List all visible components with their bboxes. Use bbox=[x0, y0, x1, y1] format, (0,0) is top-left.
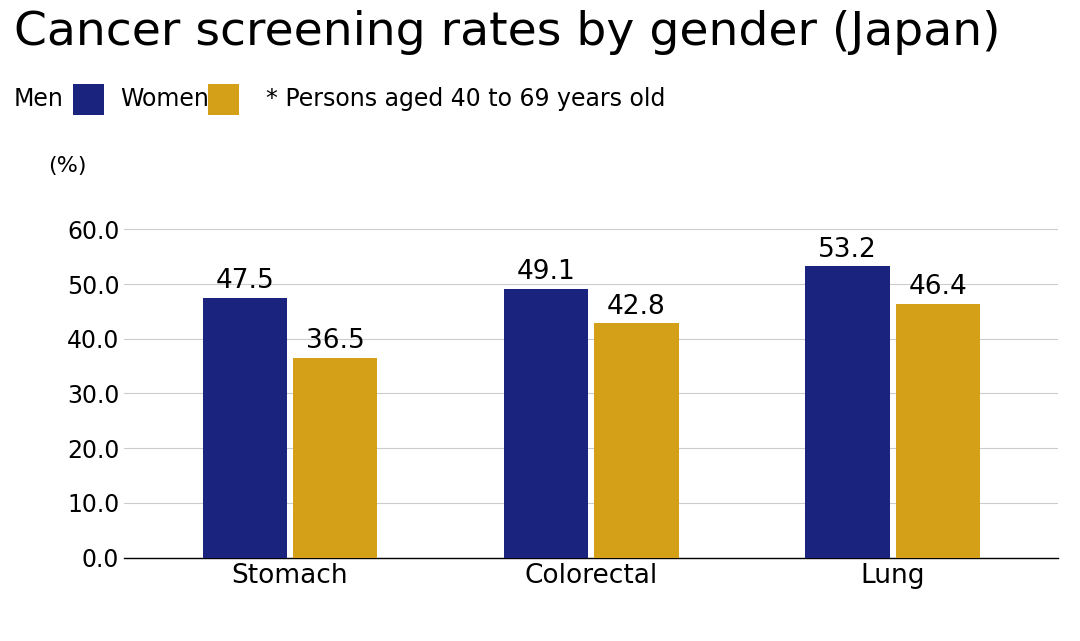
Text: 36.5: 36.5 bbox=[306, 328, 365, 354]
Text: 47.5: 47.5 bbox=[215, 268, 274, 294]
Text: 42.8: 42.8 bbox=[607, 294, 666, 320]
Bar bbox=[504, 289, 589, 558]
Bar bbox=[594, 324, 678, 558]
Bar bbox=[203, 297, 287, 558]
Text: Women: Women bbox=[120, 87, 208, 112]
Text: Men: Men bbox=[14, 87, 64, 112]
Text: 53.2: 53.2 bbox=[818, 237, 877, 263]
Bar bbox=[895, 304, 980, 558]
Text: 46.4: 46.4 bbox=[908, 274, 968, 300]
Bar bbox=[293, 358, 377, 558]
Text: Cancer screening rates by gender (Japan): Cancer screening rates by gender (Japan) bbox=[14, 10, 1000, 54]
Bar bbox=[806, 267, 890, 558]
Text: (%): (%) bbox=[49, 156, 87, 176]
Text: 49.1: 49.1 bbox=[516, 259, 576, 285]
Text: * Persons aged 40 to 69 years old: * Persons aged 40 to 69 years old bbox=[266, 87, 665, 112]
